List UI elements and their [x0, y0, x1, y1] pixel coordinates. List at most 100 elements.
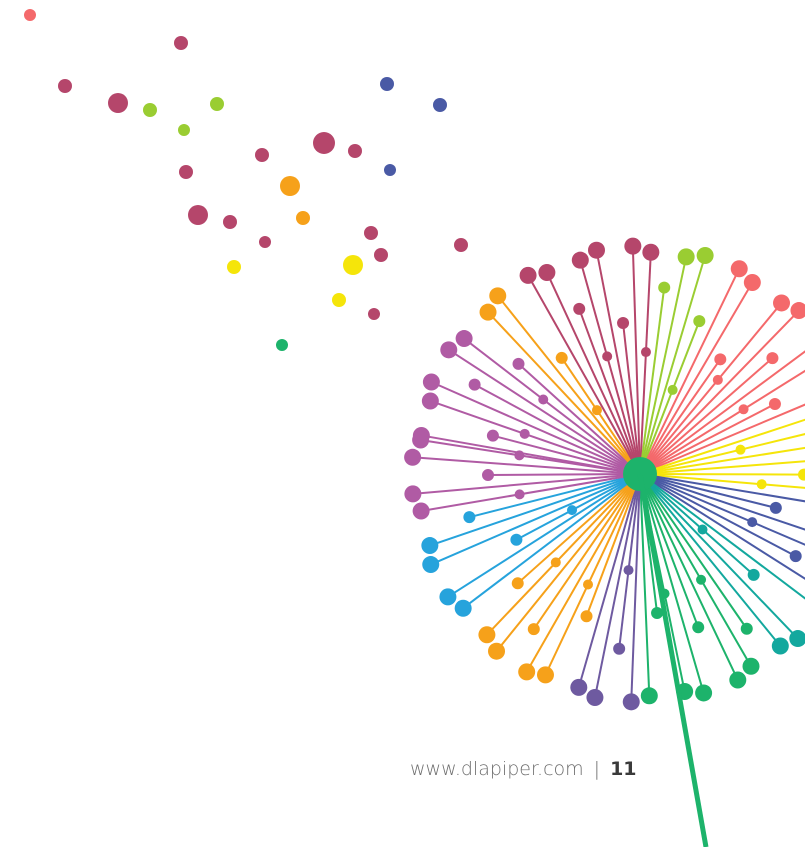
seed	[573, 303, 585, 315]
ray	[413, 474, 640, 494]
seed	[713, 375, 723, 385]
seed	[515, 489, 525, 499]
separator: |	[594, 758, 600, 780]
seed	[482, 469, 494, 481]
seed	[439, 588, 456, 605]
seed	[514, 450, 524, 460]
ray	[488, 474, 640, 475]
seed	[641, 347, 651, 357]
seed	[538, 395, 548, 405]
dandelion-illustration	[0, 0, 805, 847]
seed	[513, 358, 525, 370]
seed	[520, 267, 537, 284]
ray	[463, 474, 640, 608]
seed	[714, 353, 726, 365]
ray	[640, 474, 804, 475]
floating-seed	[210, 97, 224, 111]
floating-seed	[276, 339, 288, 351]
seed	[695, 684, 712, 701]
seed	[698, 525, 708, 535]
page: www.dlapiper.com|11 (() => { const data …	[0, 0, 805, 847]
seed	[651, 607, 663, 619]
seed	[696, 575, 706, 585]
seed	[489, 287, 506, 304]
seed	[757, 479, 767, 489]
seed	[613, 643, 625, 655]
floating-seed	[296, 211, 310, 225]
seed	[798, 469, 805, 481]
seed	[456, 330, 473, 347]
ray	[430, 474, 640, 546]
seed	[743, 658, 760, 675]
floating-seed	[332, 293, 346, 307]
seed	[592, 405, 602, 415]
seed	[741, 623, 753, 635]
seed	[469, 379, 481, 391]
floating-seed	[313, 132, 335, 154]
seed	[440, 341, 457, 358]
seed	[642, 244, 659, 261]
seed	[422, 392, 439, 409]
seed	[641, 687, 658, 704]
seed	[520, 429, 530, 439]
floating-seed	[188, 205, 208, 225]
seed	[697, 247, 714, 264]
seed	[624, 238, 641, 255]
seed	[488, 643, 505, 660]
seed	[404, 449, 421, 466]
seed	[773, 294, 790, 311]
seed	[538, 264, 555, 281]
seed	[422, 556, 439, 573]
seed	[463, 511, 475, 523]
floating-seed	[58, 79, 72, 93]
seed	[588, 242, 605, 259]
floating-seed	[259, 236, 271, 248]
floating-seed	[24, 9, 36, 21]
page-number: 11	[610, 758, 636, 780]
seed	[404, 485, 421, 502]
seed	[623, 693, 640, 710]
floating-seed	[178, 124, 190, 136]
seed	[510, 534, 522, 546]
footer: www.dlapiper.com | 11	[410, 758, 637, 780]
floating-seed	[174, 36, 188, 50]
ray	[464, 339, 640, 474]
floating-seed	[454, 238, 468, 252]
seed	[766, 352, 778, 364]
seed	[572, 252, 589, 269]
url: www.dlapiper.com	[410, 758, 584, 780]
seed	[739, 404, 749, 414]
seed	[624, 565, 634, 575]
floating-seed	[384, 164, 396, 176]
seed	[658, 282, 670, 294]
floating-seed	[255, 148, 269, 162]
floating-seed	[143, 103, 157, 117]
seed	[455, 600, 472, 617]
seed	[747, 517, 757, 527]
seed	[412, 432, 429, 449]
seed	[413, 503, 430, 520]
ray	[430, 401, 640, 474]
floating-seed	[343, 255, 363, 275]
seed	[769, 398, 781, 410]
floating-seed	[374, 248, 388, 262]
seed	[480, 304, 497, 321]
seed	[512, 577, 524, 589]
seed	[537, 666, 554, 683]
seed	[478, 626, 495, 643]
floating-seed	[380, 77, 394, 91]
floating-seed	[433, 98, 447, 112]
seed	[487, 430, 499, 442]
seed	[770, 502, 782, 514]
seed	[586, 689, 603, 706]
seed	[736, 445, 746, 455]
floating-seed	[368, 308, 380, 320]
seed	[551, 557, 561, 567]
seed	[772, 638, 789, 655]
seed	[617, 317, 629, 329]
floating-seed	[280, 176, 300, 196]
seed	[570, 679, 587, 696]
floating-seed	[223, 215, 237, 229]
seed	[556, 352, 568, 364]
seed	[729, 671, 746, 688]
